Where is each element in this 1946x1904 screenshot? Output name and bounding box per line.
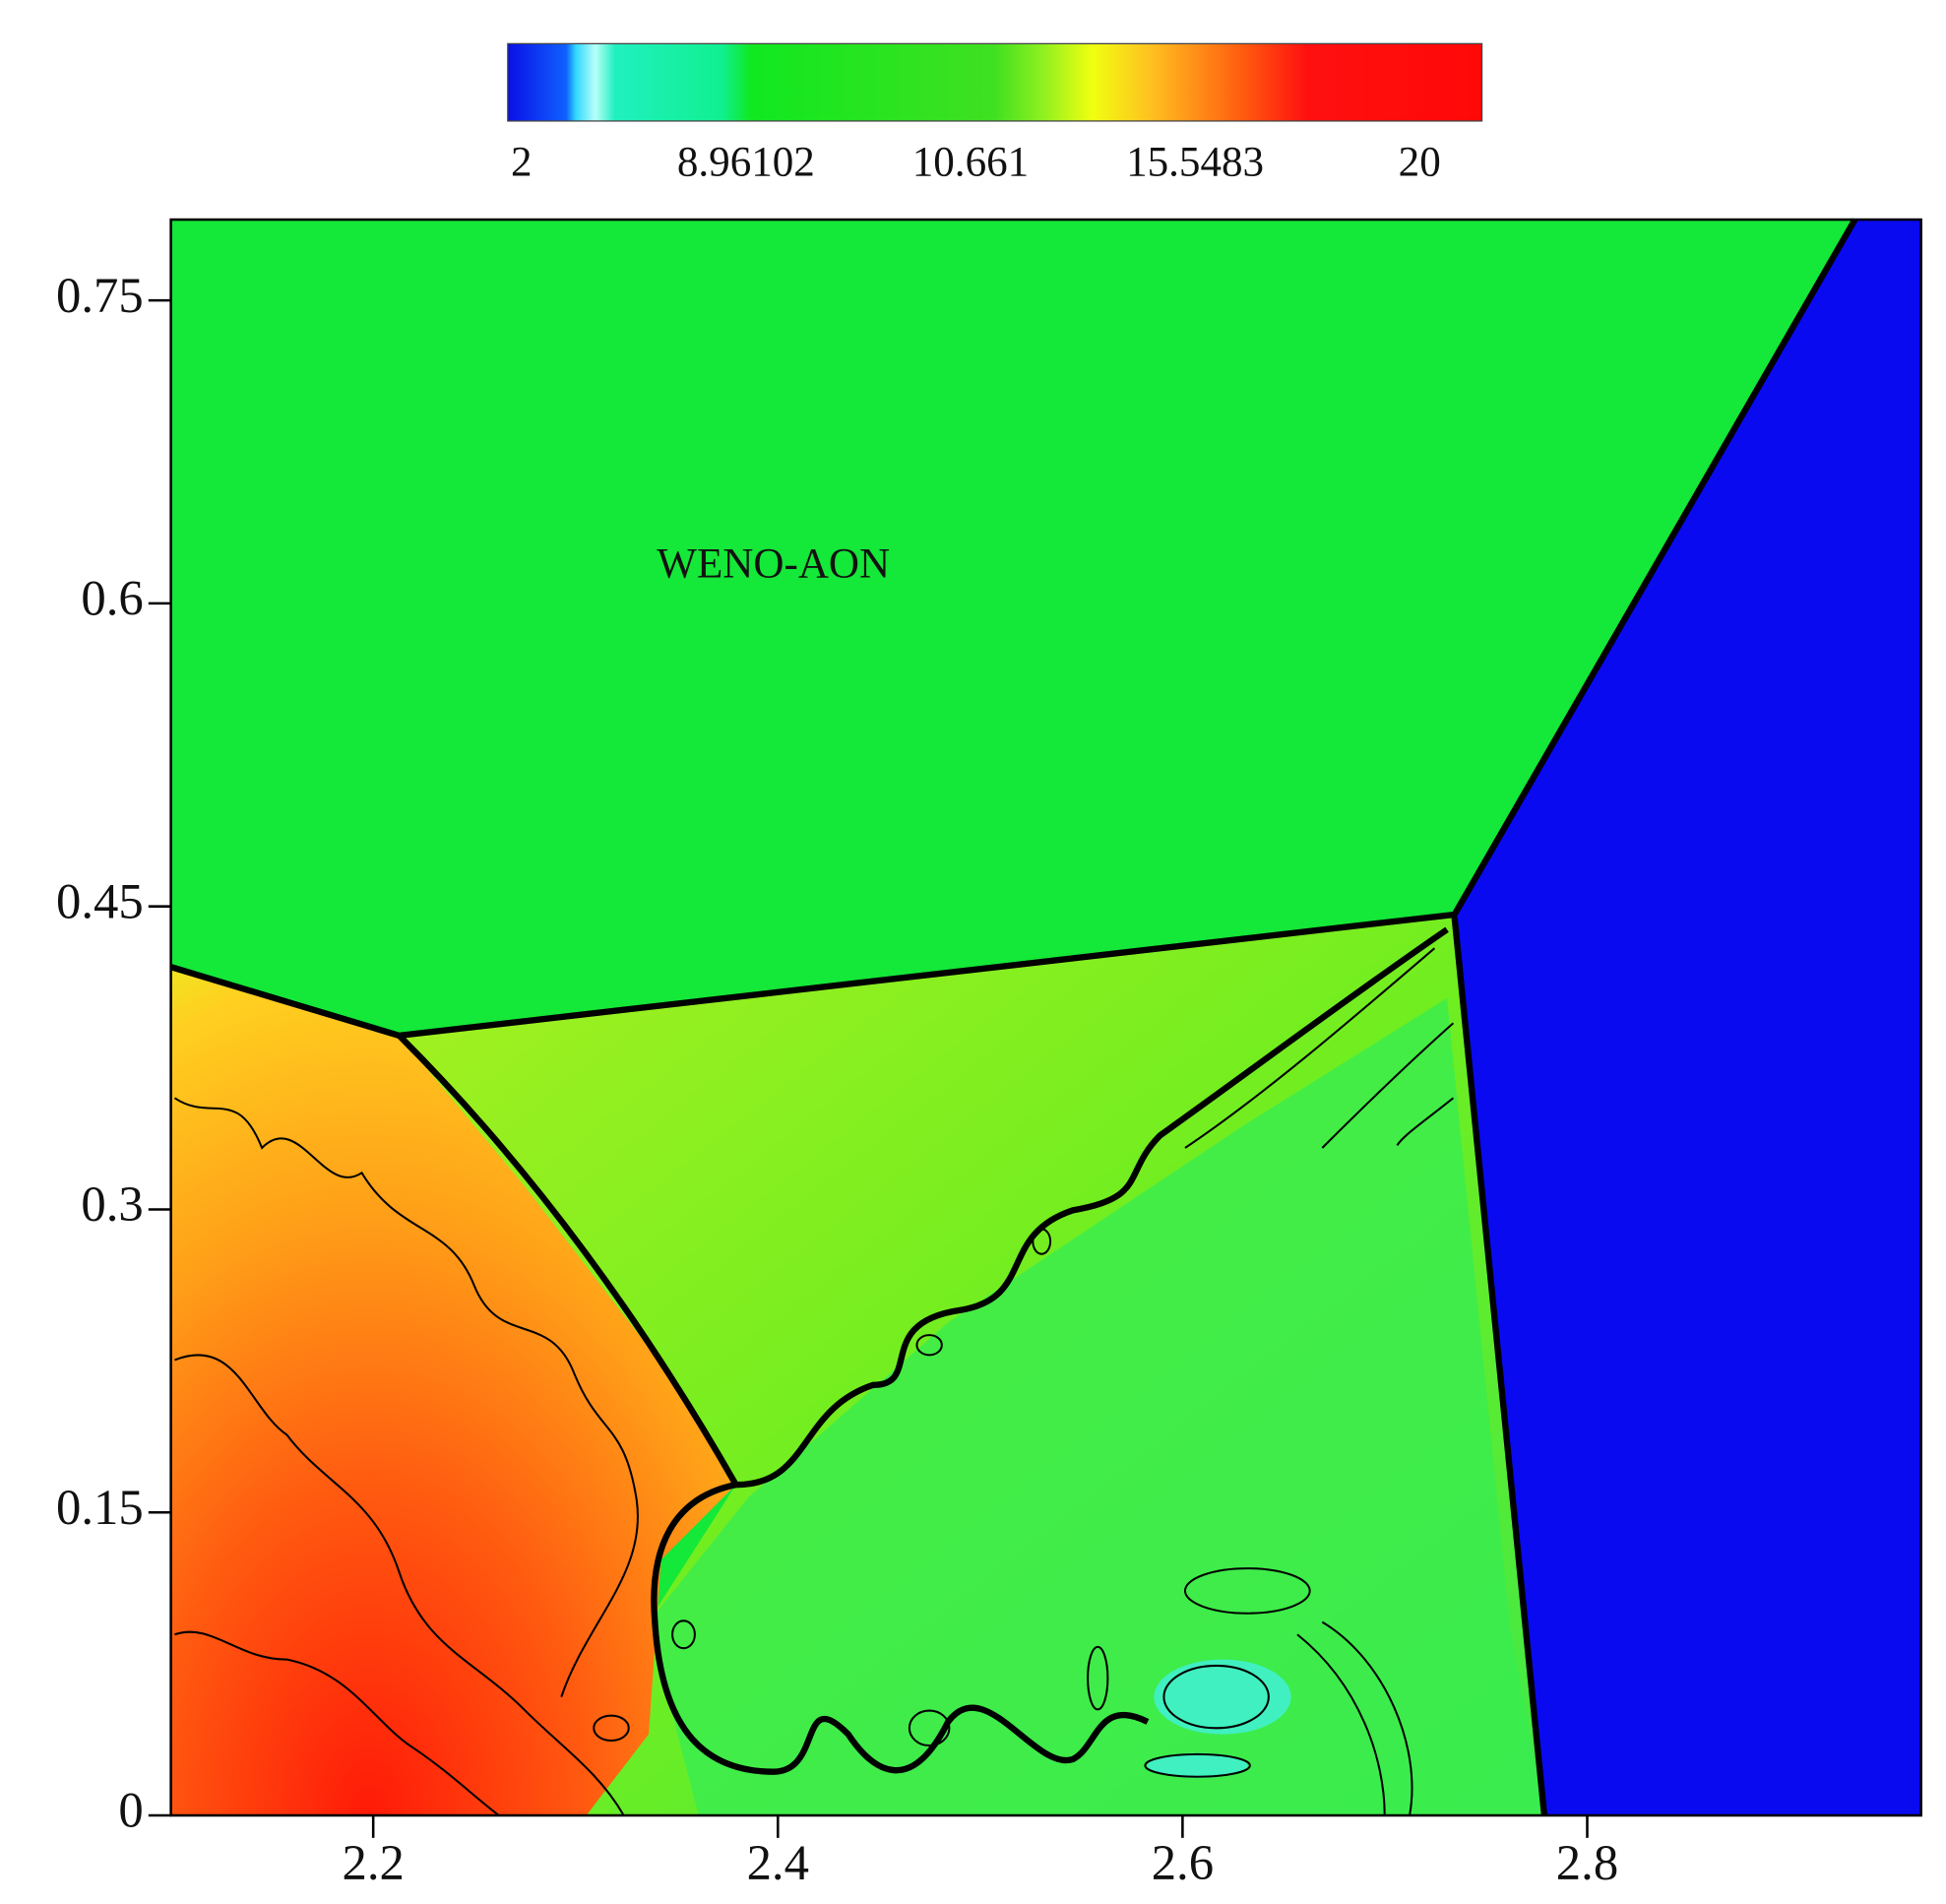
field-region <box>170 967 736 1816</box>
contour-line <box>1032 1228 1052 1255</box>
contour-line <box>908 1709 951 1747</box>
field <box>169 218 1921 1816</box>
contour-line <box>1162 1664 1270 1730</box>
contour-line <box>1183 1567 1311 1615</box>
contour-line <box>174 1630 500 1816</box>
y-tick-label: 0.6 <box>81 571 143 626</box>
colorbar-label: 8.96102 <box>677 139 815 185</box>
colorbar <box>507 42 1483 122</box>
x-tick-label: 2.2 <box>342 1835 404 1890</box>
x-tick-label: 2.4 <box>747 1835 809 1890</box>
contour-line <box>593 1714 630 1742</box>
contour-line <box>1296 1620 1413 1816</box>
y-tick-label: 0 <box>118 1783 143 1838</box>
colorbar-label: 20 <box>1399 139 1441 185</box>
colorbar-label: 10.661 <box>912 139 1029 185</box>
x-tick-label: 2.8 <box>1556 1835 1618 1890</box>
field-region <box>1147 1752 1248 1778</box>
annotation: WENO-AON <box>657 541 890 588</box>
contour-line <box>915 1334 943 1357</box>
y-tick-label: 0.15 <box>56 1480 144 1535</box>
contour-line <box>671 1619 696 1650</box>
field-region <box>1154 1659 1291 1735</box>
y-tick-label: 0.3 <box>81 1176 143 1232</box>
colorbar-label: 2 <box>511 139 533 185</box>
y-tick-label: 0.75 <box>56 268 144 323</box>
field-region <box>649 997 1544 1816</box>
contour-line <box>1087 1645 1109 1711</box>
contour-line <box>173 1097 639 1697</box>
field-region <box>1454 220 1921 1816</box>
colorbar-label: 15.5483 <box>1126 139 1264 185</box>
shock-line <box>169 218 1858 1040</box>
plot-frame <box>169 218 1922 1817</box>
y-tick-label: 0.45 <box>56 873 144 928</box>
x-tick-label: 2.6 <box>1152 1835 1214 1890</box>
contour-line <box>1144 1752 1251 1778</box>
contour-line <box>174 1354 625 1816</box>
contour-line <box>1184 947 1455 1149</box>
shock-line <box>1451 917 1548 1816</box>
shock-line <box>397 1033 739 1487</box>
